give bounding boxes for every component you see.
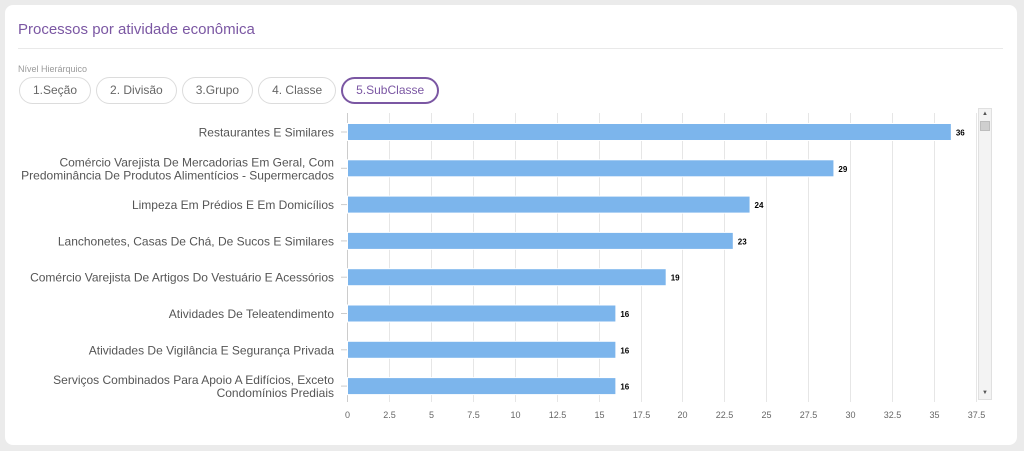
data-label: 16: [620, 310, 629, 319]
category-label: Atividades De Vigilância E Segurança Pri…: [89, 343, 335, 357]
level-button-grupo[interactable]: 3.Grupo: [181, 77, 254, 104]
data-label: 23: [738, 237, 747, 246]
x-tick-label: 17.5: [633, 410, 651, 420]
category-label: Restaurantes E Similares: [199, 126, 334, 140]
x-tick-label: 15: [594, 410, 604, 420]
x-tick-label: 20: [677, 410, 687, 420]
category-label: Comércio Varejista De Artigos Do Vestuár…: [30, 271, 334, 285]
scroll-up-arrow[interactable]: ▲: [979, 109, 991, 120]
level-button-divisao[interactable]: 2. Divisão: [96, 77, 177, 104]
x-tick-label: 2.5: [383, 410, 396, 420]
x-tick-label: 35: [929, 410, 939, 420]
scroll-thumb[interactable]: [980, 121, 990, 131]
bar: [347, 340, 617, 359]
category-label: Comércio Varejista De Mercadorias Em Ger…: [59, 155, 334, 169]
category-label: Atividades De Teleatendimento: [169, 307, 335, 321]
data-label: 16: [620, 383, 629, 392]
title-divider: [18, 48, 1003, 49]
data-label: 36: [956, 129, 965, 138]
data-label: 16: [620, 346, 629, 355]
x-tick-label: 12.5: [549, 410, 567, 420]
scroll-down-arrow[interactable]: ▼: [979, 388, 991, 399]
bar: [347, 268, 667, 287]
triangle-up-icon: ▲: [982, 111, 988, 117]
x-tick-label: 25: [761, 410, 771, 420]
category-label: Condomínios Prediais: [217, 386, 334, 400]
bar: [347, 377, 617, 396]
level-button-secao[interactable]: 1.Seção: [19, 77, 92, 104]
bar: [347, 123, 952, 141]
x-tick-label: 0: [345, 410, 350, 420]
x-tick-label: 7.5: [467, 410, 480, 420]
x-tick-label: 22.5: [716, 410, 734, 420]
chart-card: Processos por atividade econômica Nível …: [5, 5, 1017, 445]
data-label: 24: [755, 201, 764, 210]
x-tick-label: 10: [510, 410, 520, 420]
x-tick-label: 37.5: [968, 410, 986, 420]
data-label: 29: [838, 165, 847, 174]
card-title: Processos por atividade econômica: [18, 21, 255, 38]
level-button-group: 1.Seção 2. Divisão 3.Grupo 4. Classe 5.S…: [19, 77, 440, 104]
x-tick-label: 5: [429, 410, 434, 420]
level-label: Nível Hierárquico: [18, 64, 88, 74]
bar: [347, 159, 835, 178]
category-label: Predominância De Produtos Alimentícios -…: [21, 168, 334, 182]
x-tick-label: 27.5: [800, 410, 818, 420]
triangle-down-icon: ▼: [982, 390, 988, 396]
bar: [347, 195, 751, 214]
bar: [347, 304, 617, 323]
data-label: 19: [671, 274, 680, 283]
x-tick-label: 30: [845, 410, 855, 420]
bar: [347, 231, 734, 250]
category-label: Serviços Combinados Para Apoio A Edifíci…: [53, 373, 334, 387]
x-tick-label: 32.5: [884, 410, 902, 420]
chart-scrollbar[interactable]: ▲ ▼: [978, 108, 992, 400]
level-button-subclasse[interactable]: 5.SubClasse: [341, 77, 440, 104]
category-label: Limpeza Em Prédios E Em Domicílios: [132, 198, 334, 212]
category-label: Lanchonetes, Casas De Chá, De Sucos E Si…: [58, 234, 334, 248]
level-button-classe[interactable]: 4. Classe: [258, 77, 337, 104]
